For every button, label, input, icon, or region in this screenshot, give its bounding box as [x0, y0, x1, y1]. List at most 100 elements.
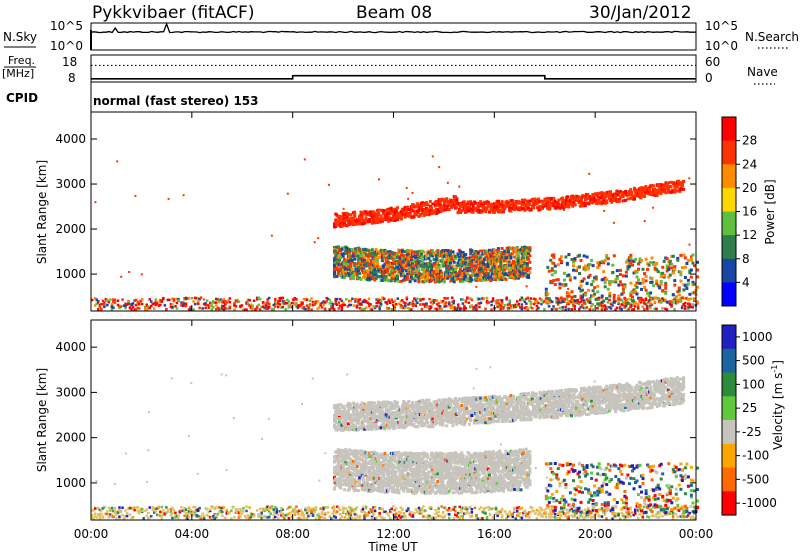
data-cell	[458, 186, 460, 188]
data-cell	[176, 307, 179, 310]
data-cell	[470, 278, 473, 281]
data-cell	[605, 297, 608, 300]
data-cell	[687, 279, 690, 282]
data-cell	[141, 273, 143, 275]
data-cell	[592, 264, 595, 267]
data-cell	[295, 302, 298, 305]
data-cell	[660, 301, 663, 304]
data-cell	[487, 301, 490, 304]
data-cell	[259, 308, 262, 311]
data-cell	[137, 301, 139, 303]
data-cell	[551, 273, 554, 276]
data-cell	[321, 306, 324, 309]
data-cell	[445, 305, 448, 308]
data-cell	[441, 258, 444, 261]
data-cell	[241, 304, 244, 307]
data-cell	[537, 302, 540, 305]
data-cell	[287, 193, 289, 195]
y-tick-label: 3000	[55, 177, 86, 191]
data-cell	[629, 188, 632, 191]
data-cell	[567, 300, 570, 303]
data-cell	[580, 259, 583, 262]
data-cell	[684, 276, 687, 279]
data-cell	[649, 307, 652, 310]
data-cell	[549, 259, 552, 262]
data-cell	[344, 458, 347, 461]
data-cell	[592, 280, 595, 283]
data-cell	[613, 254, 616, 257]
data-cell	[571, 290, 574, 293]
data-cell	[194, 303, 197, 306]
data-cell	[595, 278, 598, 281]
data-cell	[132, 306, 135, 309]
y-tick-label: 2000	[55, 222, 86, 236]
data-cell	[571, 296, 574, 299]
data-cell	[501, 299, 504, 302]
noise-panel-frame	[91, 23, 696, 50]
data-cell	[567, 308, 570, 311]
data-cell	[499, 263, 502, 266]
data-cell	[652, 184, 655, 187]
data-cell	[552, 305, 555, 308]
data-cell	[567, 295, 570, 298]
data-cell	[310, 308, 313, 311]
data-cell	[505, 297, 508, 300]
data-cell	[558, 286, 561, 289]
data-cell	[318, 306, 321, 309]
data-cell	[608, 292, 611, 295]
data-cell	[453, 261, 456, 264]
data-cell	[552, 262, 555, 265]
data-cell	[484, 308, 487, 311]
data-cell	[304, 158, 306, 160]
data-cell	[651, 257, 654, 260]
data-cell	[173, 300, 176, 303]
data-cell	[642, 268, 645, 271]
data-cell	[670, 185, 673, 188]
data-cell	[446, 297, 449, 300]
data-cell	[333, 488, 336, 491]
data-cell	[564, 256, 567, 259]
data-cell	[421, 259, 424, 262]
data-cell	[574, 295, 577, 298]
data-cell	[395, 303, 398, 306]
data-cell	[521, 303, 524, 306]
data-cell	[396, 206, 399, 209]
data-cell	[120, 305, 123, 308]
data-cell	[443, 280, 446, 283]
data-cell	[517, 254, 520, 257]
data-cell	[692, 303, 695, 306]
data-cell	[631, 191, 634, 194]
data-cell	[623, 298, 626, 301]
data-cell	[657, 270, 660, 273]
data-cell	[97, 308, 100, 311]
data-cell	[528, 271, 531, 274]
data-cell	[587, 289, 590, 292]
data-cell	[527, 307, 530, 310]
velocity-data-cells	[91, 366, 699, 520]
data-cell	[642, 278, 645, 281]
data-cell	[306, 299, 309, 302]
data-cell	[128, 271, 130, 273]
data-cell	[586, 306, 589, 309]
data-cell	[554, 265, 557, 268]
data-cell	[268, 303, 271, 306]
data-cell	[578, 265, 581, 268]
data-cell	[353, 213, 356, 216]
data-cell	[412, 300, 415, 303]
colorbar-tick-label: 4	[742, 275, 750, 289]
data-cell	[282, 306, 285, 309]
data-cell	[689, 244, 691, 246]
data-cell	[159, 304, 162, 307]
data-cell	[412, 192, 414, 194]
data-cell	[629, 257, 632, 260]
freq-label-top: Freq.	[8, 54, 35, 67]
data-cell	[342, 301, 345, 304]
data-cell	[168, 299, 171, 302]
data-cell	[595, 298, 598, 301]
data-cell	[577, 299, 580, 302]
data-cell	[417, 269, 420, 272]
data-cell	[109, 298, 112, 301]
data-cell	[679, 280, 682, 283]
data-cell	[233, 308, 236, 311]
